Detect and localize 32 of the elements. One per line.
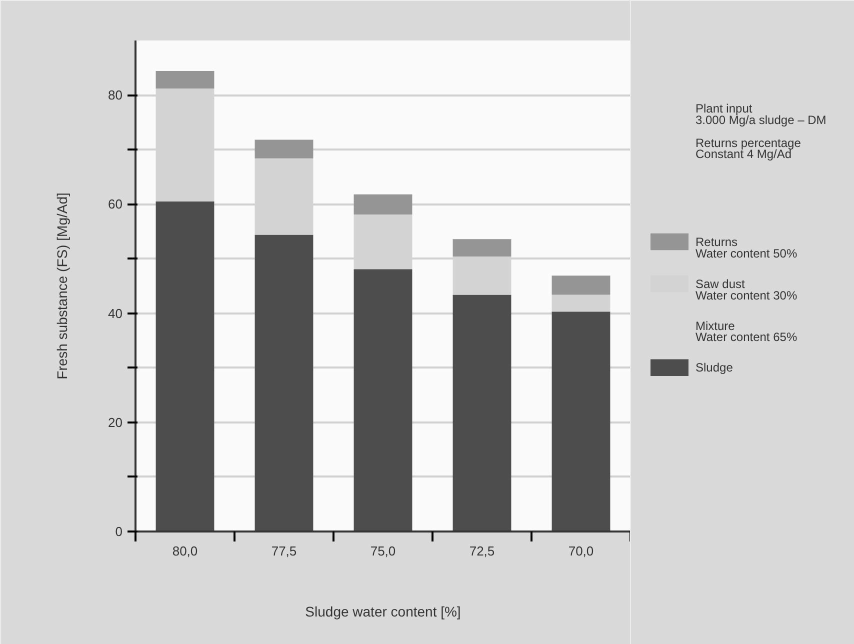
bar <box>354 214 412 270</box>
x-tick-label: 70,0 <box>568 544 594 558</box>
text: Mixture Water content 65% <box>696 318 798 344</box>
legend-label: Saw dust Water content 30% <box>696 276 798 302</box>
x-tick-label: 75,0 <box>370 544 396 558</box>
bar <box>552 276 610 295</box>
y-tick-label: 20 <box>108 414 123 430</box>
x-tick-label: 80,0 <box>172 544 198 558</box>
y-axis-title: Fresh substance (FS) [Mg/Ad] <box>54 192 70 380</box>
x-tick-label: 72,5 <box>469 544 495 558</box>
bar <box>354 269 412 532</box>
bar <box>452 239 512 257</box>
x-axis-title: Sludge water content [%] <box>305 604 461 620</box>
bar <box>156 71 214 89</box>
bar <box>552 294 610 312</box>
bar <box>452 256 512 295</box>
bar <box>254 158 314 235</box>
bar <box>156 201 214 532</box>
y-tick-label: 80 <box>108 88 123 103</box>
text: Returns percentage Constant 4 Mg/Ad <box>696 136 802 162</box>
y-tick-label: 0 <box>115 524 123 539</box>
bar <box>254 140 314 158</box>
legend-label: Sludge <box>696 360 734 375</box>
bar <box>552 312 610 532</box>
bar <box>452 294 512 532</box>
legend-label: Returns Water content 50% <box>696 234 798 260</box>
bar <box>254 234 314 532</box>
text: Plant input 3.000 Mg/a sludge – DM <box>696 101 826 127</box>
bar <box>354 194 412 215</box>
x-tick-label: 77,5 <box>271 544 297 558</box>
y-tick-label: 40 <box>108 306 123 321</box>
y-tick-label: 60 <box>108 196 123 212</box>
